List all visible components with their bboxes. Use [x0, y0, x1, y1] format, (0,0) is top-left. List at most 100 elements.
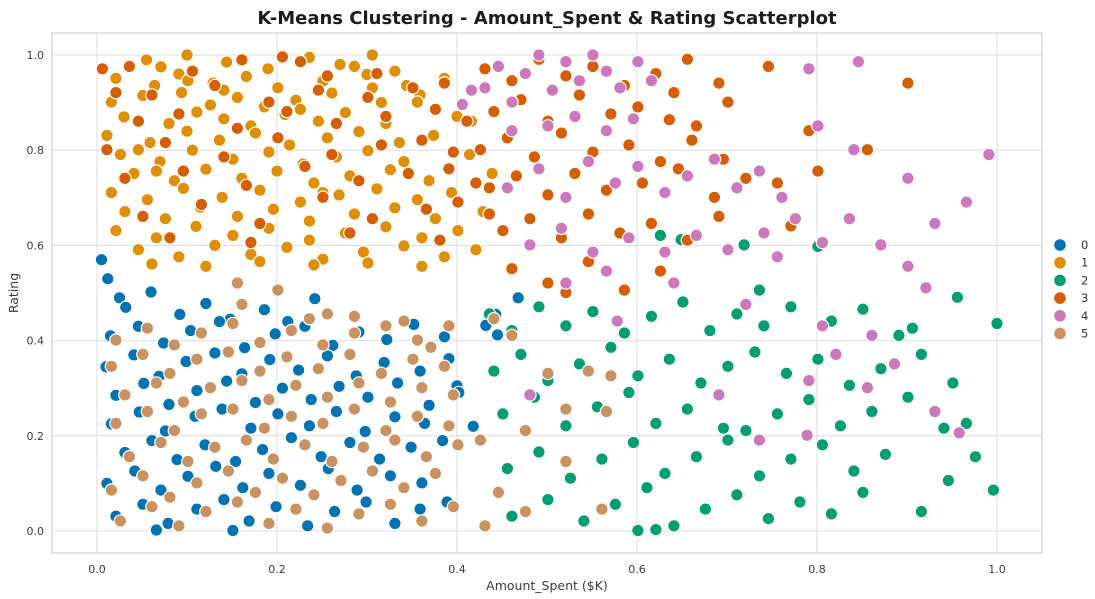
- data-point: [518, 423, 533, 438]
- data-point: [455, 97, 470, 112]
- data-point: [172, 249, 186, 264]
- data-point: [919, 280, 933, 295]
- data-point: [162, 397, 176, 412]
- data-point: [451, 195, 465, 209]
- data-point: [163, 231, 177, 245]
- data-point: [527, 150, 542, 164]
- data-point: [485, 166, 499, 181]
- data-point: [410, 333, 425, 347]
- data-point: [176, 395, 191, 409]
- data-point: [280, 349, 294, 364]
- data-point: [478, 518, 492, 533]
- y-tick-label: 0.0: [27, 525, 45, 538]
- data-point: [928, 404, 942, 419]
- data-point: [626, 112, 641, 126]
- data-point: [707, 152, 722, 166]
- data-point: [599, 264, 614, 278]
- data-point: [235, 52, 249, 67]
- data-point: [176, 164, 191, 178]
- data-point: [428, 466, 443, 481]
- data-point: [433, 233, 447, 247]
- data-point: [466, 419, 480, 434]
- data-point: [374, 95, 389, 110]
- data-point: [226, 523, 240, 538]
- legend-item-label: 5: [1081, 327, 1088, 341]
- data-point: [413, 502, 427, 516]
- data-point: [284, 323, 299, 338]
- data-point: [372, 452, 387, 466]
- data-point: [496, 223, 510, 238]
- data-point: [352, 507, 366, 521]
- data-point: [415, 380, 429, 395]
- data-point: [221, 345, 236, 359]
- data-point: [613, 81, 627, 95]
- data-point: [415, 133, 429, 147]
- data-point: [689, 449, 704, 464]
- data-point: [172, 107, 186, 121]
- data-point: [680, 169, 695, 183]
- data-point: [293, 54, 308, 69]
- data-point: [595, 452, 609, 466]
- data-point: [784, 452, 798, 466]
- data-point: [230, 276, 245, 290]
- data-point: [901, 76, 915, 90]
- data-point: [109, 416, 123, 431]
- data-point: [140, 192, 155, 207]
- data-point: [316, 190, 330, 205]
- data-point: [559, 418, 573, 433]
- data-point: [112, 290, 127, 305]
- data-point: [347, 402, 362, 416]
- data-point: [307, 258, 321, 272]
- data-point: [226, 402, 240, 416]
- data-point: [109, 85, 123, 100]
- data-point: [199, 504, 213, 519]
- data-point: [109, 71, 123, 86]
- data-point: [599, 183, 614, 197]
- data-point: [419, 202, 434, 216]
- data-point: [226, 228, 240, 243]
- data-point: [437, 359, 452, 374]
- data-point: [172, 518, 186, 533]
- data-point: [302, 418, 317, 433]
- legend-item: 0: [1053, 238, 1088, 252]
- data-point: [271, 131, 285, 145]
- data-point: [131, 242, 146, 257]
- data-point: [145, 257, 159, 271]
- data-point: [208, 78, 222, 93]
- data-point: [271, 407, 285, 421]
- data-point: [212, 314, 227, 329]
- data-point: [397, 480, 411, 495]
- data-point: [109, 333, 123, 347]
- data-point: [730, 487, 744, 502]
- data-point: [307, 291, 322, 306]
- data-point: [217, 492, 231, 507]
- data-point: [860, 380, 875, 395]
- data-point: [379, 318, 393, 333]
- data-point: [365, 48, 380, 62]
- data-point: [460, 114, 474, 128]
- data-point: [237, 340, 252, 355]
- data-point: [532, 48, 546, 62]
- x-tick-label: 0.8: [808, 563, 826, 576]
- data-point: [145, 499, 159, 514]
- data-point: [874, 238, 888, 252]
- data-point: [257, 302, 272, 317]
- legend-marker-icon: [1053, 291, 1067, 305]
- data-point: [608, 497, 623, 512]
- data-point: [990, 316, 1004, 331]
- data-point: [752, 433, 767, 447]
- data-point: [422, 398, 436, 413]
- data-point: [473, 433, 488, 447]
- data-point: [361, 90, 375, 105]
- data-point: [586, 304, 600, 319]
- data-point: [811, 119, 825, 133]
- data-point: [559, 190, 573, 205]
- data-point: [959, 195, 974, 209]
- data-point: [180, 48, 194, 62]
- data-point: [388, 64, 402, 78]
- data-point: [887, 357, 902, 371]
- data-point: [365, 211, 380, 226]
- data-point: [658, 185, 672, 200]
- data-point: [144, 285, 158, 299]
- data-point: [802, 373, 816, 388]
